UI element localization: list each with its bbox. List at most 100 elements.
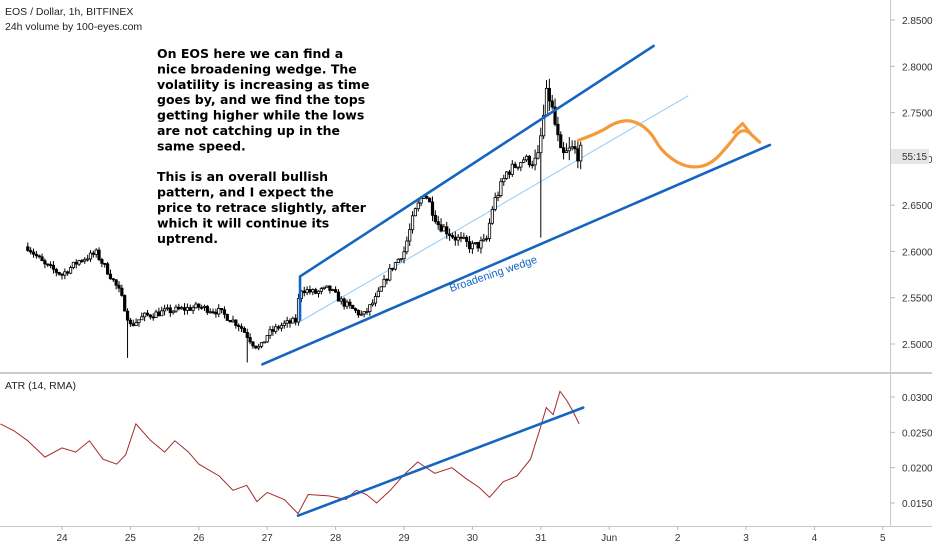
candle-body <box>77 260 81 265</box>
candle-body <box>88 252 93 260</box>
annotation-line: pattern, and I expect the <box>157 185 334 200</box>
candle-body <box>430 201 435 216</box>
trendline-upper[interactable] <box>298 44 655 278</box>
annotation-line: uptrend. <box>157 231 218 246</box>
candle-body <box>276 326 281 329</box>
candle-body <box>111 278 115 281</box>
candle <box>519 161 523 172</box>
candle <box>197 303 201 311</box>
candle <box>26 242 30 252</box>
candle-body <box>154 311 158 318</box>
candle <box>573 140 577 154</box>
annotation-line: same speed. <box>157 138 246 153</box>
volume-subtitle: 24h volume by 100-eyes.com <box>5 21 142 33</box>
candle-body <box>470 243 475 250</box>
candle-body <box>145 312 150 316</box>
price-tick-label: 2.8500 <box>902 16 932 27</box>
candle <box>123 294 127 312</box>
candle <box>385 278 389 285</box>
projection-curve[interactable] <box>576 119 762 169</box>
candle-body <box>524 155 529 161</box>
symbol-title: EOS / Dollar, 1h, BITFINEX <box>5 6 133 18</box>
candle-body <box>490 209 494 224</box>
candle-body <box>162 308 167 312</box>
candle <box>402 246 406 264</box>
candle-body <box>63 271 67 276</box>
candle <box>524 154 529 162</box>
time-tick-label: 24 <box>56 533 68 544</box>
candle <box>97 247 101 262</box>
atr-trendline-line[interactable] <box>296 406 585 518</box>
atr-pane[interactable] <box>0 374 890 526</box>
candle-body <box>479 240 483 249</box>
time-tick-label: 5 <box>880 533 886 544</box>
candle-body <box>31 251 36 255</box>
candle <box>376 287 380 298</box>
candle <box>245 328 249 363</box>
candle-body <box>185 307 189 311</box>
candle-body <box>456 236 460 241</box>
candle-body <box>174 306 178 312</box>
candle <box>285 316 289 328</box>
candle-body <box>536 152 540 159</box>
candle-body <box>499 181 503 196</box>
candle-body <box>97 249 101 260</box>
candle-body <box>123 295 127 312</box>
candle-body <box>114 279 118 286</box>
atr-tick-label: 0.0200 <box>902 464 932 475</box>
candle-body <box>268 329 272 336</box>
candle <box>493 192 497 212</box>
candle-body <box>219 307 224 311</box>
candle <box>413 207 418 217</box>
candle-body <box>388 267 392 281</box>
candle <box>530 160 534 169</box>
candle-body <box>54 268 58 273</box>
candle <box>496 191 500 202</box>
candle <box>359 310 363 317</box>
candle <box>108 269 113 280</box>
candle-body <box>507 171 512 175</box>
candle-body <box>177 306 181 310</box>
candle <box>410 211 415 234</box>
time-tick-label: 2 <box>675 533 681 544</box>
price-pane[interactable] <box>0 0 890 372</box>
time-axis: 24 25 26 27 28 29 30 31 Jun 2 3 4 5 <box>56 526 886 544</box>
candle-body <box>237 325 241 328</box>
candle-body <box>402 251 406 260</box>
candle-body <box>131 323 135 326</box>
atr-tick-label: 0.0150 <box>902 499 932 510</box>
candle-body <box>100 259 104 264</box>
candle <box>499 178 503 198</box>
candle-body <box>43 260 47 265</box>
candle <box>467 236 472 254</box>
candle-body <box>539 135 543 154</box>
candle <box>308 285 312 295</box>
candle <box>200 304 204 310</box>
candle-body <box>447 233 452 236</box>
candle <box>482 233 486 243</box>
candle <box>63 268 67 280</box>
candle-body <box>473 242 477 244</box>
candle-body <box>453 236 457 241</box>
candle <box>40 253 44 262</box>
candle-body <box>436 221 440 226</box>
time-tick-label: 3 <box>743 533 749 544</box>
candle <box>165 304 170 311</box>
candle <box>228 320 232 323</box>
projection-path <box>576 119 762 169</box>
trendline-lower[interactable] <box>261 143 772 366</box>
candle <box>502 174 506 186</box>
candle-body <box>567 147 571 152</box>
candle <box>125 308 130 358</box>
candle-body <box>485 238 489 240</box>
candle <box>510 160 514 177</box>
candle <box>316 290 321 298</box>
price-tick-label: 2.8000 <box>902 62 932 73</box>
candle-body <box>573 146 577 150</box>
candle <box>182 303 187 315</box>
candle <box>507 169 512 179</box>
atr-line[interactable] <box>0 390 580 515</box>
candle-body <box>516 166 520 169</box>
